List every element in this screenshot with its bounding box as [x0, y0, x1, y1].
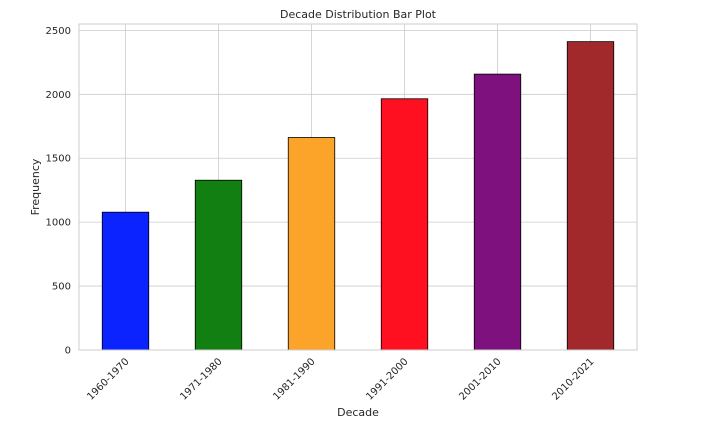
bar-1981-1990 — [287, 137, 336, 351]
bar-1971-1980 — [194, 179, 243, 351]
x-axis-label: Decade — [337, 406, 379, 419]
y-tick-label: 1500 — [46, 154, 71, 165]
y-tick-label: 0 — [65, 346, 71, 357]
plot-frame — [78, 23, 638, 351]
x-tick-label: 2001-2010 — [457, 356, 503, 402]
y-tick-label: 2000 — [46, 90, 71, 101]
x-tick-label: 1971-1980 — [178, 356, 224, 402]
x-tick-label: 1981-1990 — [271, 356, 317, 402]
y-tick-label: 2500 — [46, 26, 71, 37]
x-tick-label: 2010-2021 — [550, 356, 596, 402]
bar-2001-2010 — [473, 73, 522, 351]
bar-1991-2000 — [380, 98, 429, 351]
bar-2010-2021 — [566, 41, 615, 351]
y-axis-label: Frequency — [29, 158, 42, 215]
x-tick-label: 1960-1970 — [85, 356, 131, 402]
x-axis-ticks: 1960-1970 1971-1980 1981-1990 1991-2000 2001… — [85, 356, 596, 402]
chart-title: Decade Distribution Bar Plot — [280, 8, 437, 21]
grid-lines — [79, 24, 637, 351]
y-tick-label: 500 — [52, 282, 71, 293]
y-tick-label: 1000 — [46, 218, 71, 229]
x-tick-label: 1991-2000 — [364, 356, 410, 402]
bar-1960-1970 — [101, 211, 150, 351]
bars — [101, 41, 615, 351]
y-axis-ticks: 0 500 1000 1500 2000 2500 — [46, 26, 71, 357]
